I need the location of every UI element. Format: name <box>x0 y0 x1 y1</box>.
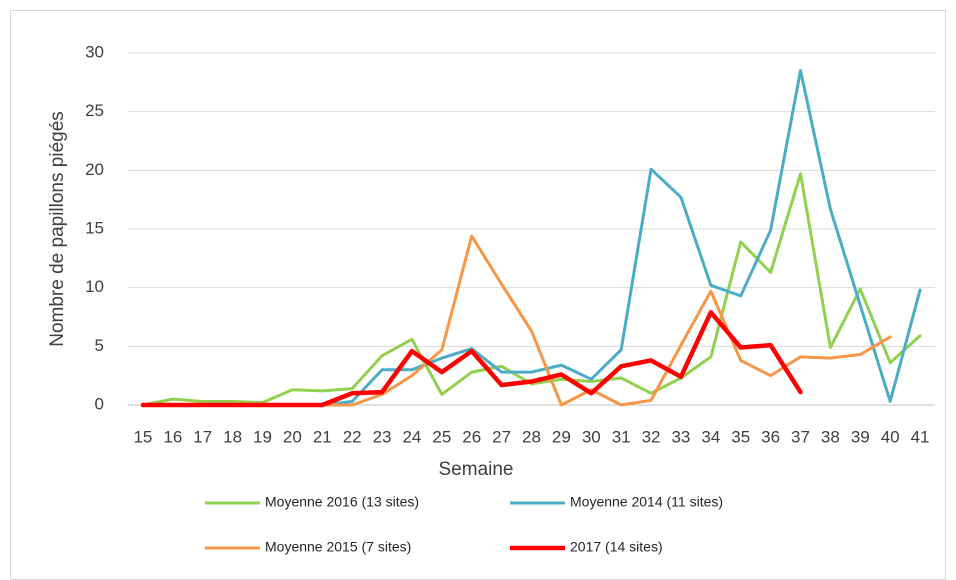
y-tick-label: 10 <box>85 277 104 296</box>
x-tick-label: 33 <box>671 427 690 446</box>
x-tick-label: 29 <box>552 427 571 446</box>
x-tick-label: 40 <box>881 427 900 446</box>
x-tick-label: 22 <box>343 427 362 446</box>
x-tick-label: 26 <box>462 427 481 446</box>
y-tick-label: 5 <box>95 336 104 355</box>
series-line <box>140 310 803 408</box>
series-line <box>141 234 892 407</box>
y-axis-label: Nombre de papillons piégés <box>47 111 68 347</box>
x-tick-label: 23 <box>373 427 392 446</box>
x-tick-label: 16 <box>163 427 182 446</box>
x-tick-label: 41 <box>911 427 930 446</box>
x-tick-label: 28 <box>522 427 541 446</box>
x-tick-label: 19 <box>253 427 272 446</box>
series-line <box>141 172 922 407</box>
x-tick-label: 32 <box>642 427 661 446</box>
x-tick-label: 21 <box>313 427 332 446</box>
x-tick-label: 30 <box>582 427 601 446</box>
x-tick-label: 18 <box>223 427 242 446</box>
series-line <box>141 69 922 407</box>
x-tick-label: 37 <box>791 427 810 446</box>
x-tick-label: 38 <box>821 427 840 446</box>
x-tick-label: 15 <box>133 427 152 446</box>
x-tick-label: 25 <box>432 427 451 446</box>
y-tick-label: 0 <box>95 394 104 413</box>
y-tick-label: 30 <box>85 42 104 61</box>
y-tick-label: 20 <box>85 160 104 179</box>
legend-label: Moyenne 2015 (7 sites) <box>265 539 411 555</box>
x-tick-label: 35 <box>731 427 750 446</box>
legend-label: Moyenne 2016 (13 sites) <box>265 494 419 510</box>
x-tick-label: 39 <box>851 427 870 446</box>
x-tick-label: 31 <box>612 427 631 446</box>
x-tick-label: 34 <box>701 427 720 446</box>
y-tick-label: 15 <box>85 218 104 237</box>
x-tick-label: 24 <box>402 427 421 446</box>
x-tick-label: 20 <box>283 427 302 446</box>
legend-label: 2017 (14 sites) <box>570 539 663 555</box>
legend-label: Moyenne 2014 (11 sites) <box>570 494 723 510</box>
x-tick-label: 36 <box>761 427 780 446</box>
x-axis-label: Semaine <box>439 459 514 480</box>
x-tick-label: 17 <box>193 427 212 446</box>
x-tick-label: 27 <box>492 427 511 446</box>
y-tick-label: 25 <box>85 101 104 120</box>
